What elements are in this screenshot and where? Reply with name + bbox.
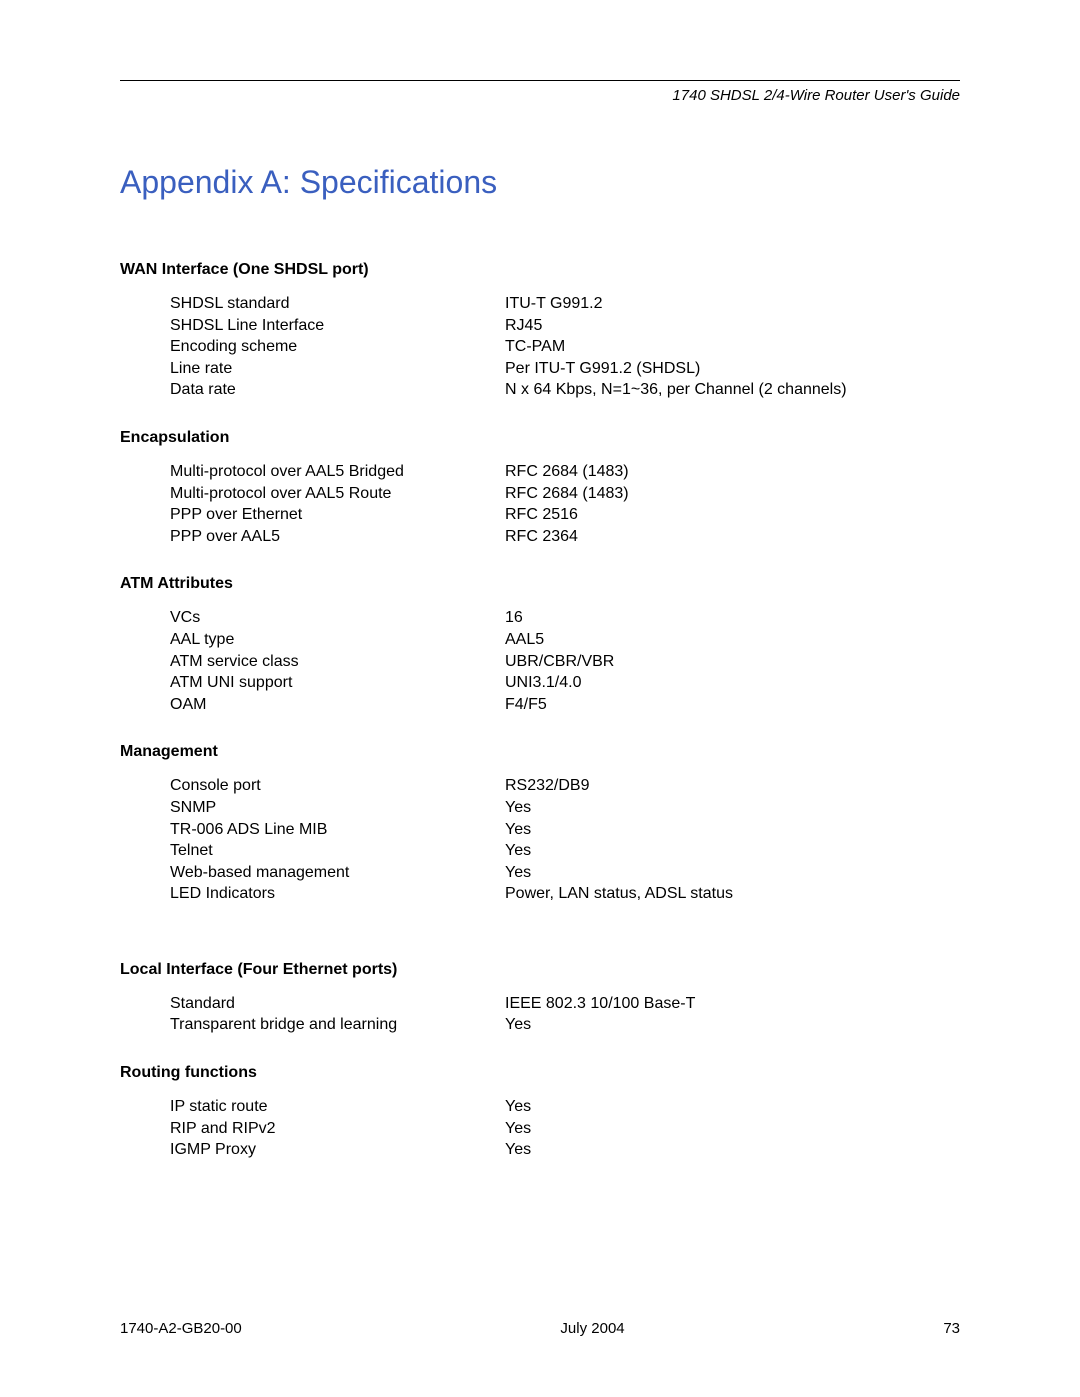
spec-label: AAL type	[170, 629, 505, 651]
spec-row: IP static routeYes	[120, 1096, 960, 1118]
header-doc-title: 1740 SHDSL 2/4-Wire Router User's Guide	[120, 87, 960, 104]
spec-value: Yes	[505, 840, 960, 862]
spec-value: 16	[505, 607, 960, 629]
spec-row: TR-006 ADS Line MIBYes	[120, 819, 960, 841]
spec-row: Encoding schemeTC-PAM	[120, 336, 960, 358]
spec-value: Yes	[505, 1118, 960, 1140]
spec-value: AAL5	[505, 629, 960, 651]
spec-label: RIP and RIPv2	[170, 1118, 505, 1140]
section-heading: Routing functions	[120, 1064, 960, 1082]
section-heading: Management	[120, 743, 960, 761]
spec-value: RS232/DB9	[505, 775, 960, 797]
footer-center: July 2004	[560, 1320, 624, 1337]
spec-value: Yes	[505, 797, 960, 819]
sections-container: WAN Interface (One SHDSL port) SHDSL stan…	[120, 261, 960, 1161]
spec-value: Yes	[505, 1139, 960, 1161]
spec-value: F4/F5	[505, 694, 960, 716]
spec-label: Encoding scheme	[170, 336, 505, 358]
spec-label: Telnet	[170, 840, 505, 862]
spec-label: Data rate	[170, 379, 505, 401]
spec-label: Console port	[170, 775, 505, 797]
spec-value: RFC 2684 (1483)	[505, 483, 960, 505]
section-heading: Local Interface (Four Ethernet ports)	[120, 961, 960, 979]
spec-label: PPP over AAL5	[170, 526, 505, 548]
spec-row: PPP over EthernetRFC 2516	[120, 504, 960, 526]
spec-value: Yes	[505, 1014, 960, 1036]
spec-label: Transparent bridge and learning	[170, 1014, 505, 1036]
spec-row: LED IndicatorsPower, LAN status, ADSL st…	[120, 883, 960, 905]
spec-row: SHDSL standardITU-T G991.2	[120, 293, 960, 315]
spec-label: PPP over Ethernet	[170, 504, 505, 526]
spec-label: Web-based management	[170, 862, 505, 884]
spec-value: TC-PAM	[505, 336, 960, 358]
spec-value: IEEE 802.3 10/100 Base-T	[505, 993, 960, 1015]
spec-value: Per ITU-T G991.2 (SHDSL)	[505, 358, 960, 380]
spec-row: SHDSL Line InterfaceRJ45	[120, 315, 960, 337]
spec-row: Multi-protocol over AAL5 BridgedRFC 2684…	[120, 461, 960, 483]
spec-label: SHDSL Line Interface	[170, 315, 505, 337]
spec-value: ITU-T G991.2	[505, 293, 960, 315]
footer-right: 73	[943, 1320, 960, 1337]
spec-row: AAL typeAAL5	[120, 629, 960, 651]
section-heading: Encapsulation	[120, 429, 960, 447]
spec-label: IP static route	[170, 1096, 505, 1118]
spec-value: RFC 2684 (1483)	[505, 461, 960, 483]
spec-row: Web-based managementYes	[120, 862, 960, 884]
spec-label: LED Indicators	[170, 883, 505, 905]
spec-label: OAM	[170, 694, 505, 716]
spec-row: StandardIEEE 802.3 10/100 Base-T	[120, 993, 960, 1015]
spec-row: VCs16	[120, 607, 960, 629]
spec-value: RFC 2364	[505, 526, 960, 548]
spec-row: Data rateN x 64 Kbps, N=1~36, per Channe…	[120, 379, 960, 401]
spec-value: Power, LAN status, ADSL status	[505, 883, 960, 905]
spec-row: RIP and RIPv2Yes	[120, 1118, 960, 1140]
spec-label: Multi-protocol over AAL5 Bridged	[170, 461, 505, 483]
spec-row: ATM UNI supportUNI3.1/4.0	[120, 672, 960, 694]
spec-label: Line rate	[170, 358, 505, 380]
header-rule	[120, 80, 960, 81]
spec-value: RJ45	[505, 315, 960, 337]
spec-value: Yes	[505, 862, 960, 884]
spec-label: ATM UNI support	[170, 672, 505, 694]
spec-value: Yes	[505, 1096, 960, 1118]
spec-value: UNI3.1/4.0	[505, 672, 960, 694]
spec-row: PPP over AAL5RFC 2364	[120, 526, 960, 548]
spec-label: ATM service class	[170, 651, 505, 673]
spec-row: Multi-protocol over AAL5 RouteRFC 2684 (…	[120, 483, 960, 505]
footer-left: 1740-A2-GB20-00	[120, 1320, 242, 1337]
section-heading: ATM Attributes	[120, 575, 960, 593]
spec-label: SHDSL standard	[170, 293, 505, 315]
spec-row: ATM service classUBR/CBR/VBR	[120, 651, 960, 673]
spec-label: TR-006 ADS Line MIB	[170, 819, 505, 841]
page-footer: 1740-A2-GB20-00 July 2004 73	[120, 1320, 960, 1337]
spec-row: SNMPYes	[120, 797, 960, 819]
spec-row: Transparent bridge and learningYes	[120, 1014, 960, 1036]
spec-value: Yes	[505, 819, 960, 841]
spec-row: OAMF4/F5	[120, 694, 960, 716]
spec-row: Console portRS232/DB9	[120, 775, 960, 797]
spec-value: N x 64 Kbps, N=1~36, per Channel (2 chan…	[505, 379, 960, 401]
spec-row: TelnetYes	[120, 840, 960, 862]
page: 1740 SHDSL 2/4-Wire Router User's Guide …	[0, 0, 1080, 1397]
spec-value: UBR/CBR/VBR	[505, 651, 960, 673]
spec-label: VCs	[170, 607, 505, 629]
spec-label: Standard	[170, 993, 505, 1015]
section-heading: WAN Interface (One SHDSL port)	[120, 261, 960, 279]
spec-label: IGMP Proxy	[170, 1139, 505, 1161]
spec-row: IGMP ProxyYes	[120, 1139, 960, 1161]
spec-row: Line ratePer ITU-T G991.2 (SHDSL)	[120, 358, 960, 380]
spec-value: RFC 2516	[505, 504, 960, 526]
spec-label: SNMP	[170, 797, 505, 819]
main-title: Appendix A: Specifications	[120, 164, 960, 201]
spec-label: Multi-protocol over AAL5 Route	[170, 483, 505, 505]
